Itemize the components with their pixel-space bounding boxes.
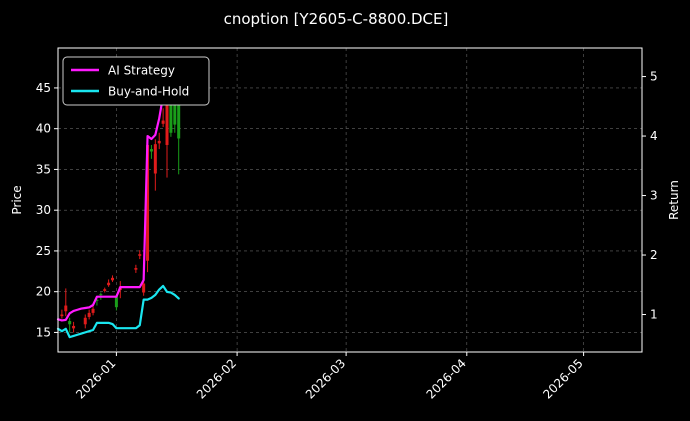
candle-body — [153, 144, 157, 174]
candle-body — [87, 312, 91, 317]
candle-body — [146, 144, 150, 261]
candle-body — [99, 294, 103, 296]
y-tick-label-right: 2 — [650, 248, 658, 262]
y-axis-label-left: Price — [10, 185, 24, 214]
y-tick-label-right: 3 — [650, 189, 658, 203]
candle-body — [95, 299, 99, 301]
series-line-ai-strategy — [56, 63, 180, 322]
legend-box — [62, 56, 210, 106]
candle-body — [157, 140, 161, 144]
candle-body — [169, 79, 173, 133]
candle-body — [64, 305, 68, 312]
candle-body — [134, 268, 138, 270]
return-lines — [56, 63, 180, 339]
legend: AI Strategy Buy-and-Hold — [62, 56, 210, 106]
chart-title: cnoption [Y2605-C-8800.DCE] — [224, 10, 449, 28]
candle-body — [68, 321, 72, 325]
y-tick-label-left: 35 — [36, 162, 51, 176]
candle-body — [72, 325, 76, 329]
legend-label-buy-and-hold: Buy-and-Hold — [108, 85, 189, 99]
candle-body — [114, 296, 118, 308]
candle-body — [138, 254, 142, 256]
candle-body — [107, 282, 111, 286]
candle-body — [91, 308, 95, 313]
y-tick-label-left: 20 — [36, 285, 51, 299]
candle-body — [83, 317, 87, 325]
y-tick-label-right: 5 — [650, 70, 658, 84]
plot-frame — [57, 47, 643, 353]
candle-body — [173, 92, 177, 125]
candle-body — [165, 87, 169, 145]
y-axis-label-right: Return — [667, 180, 681, 220]
y-tick-label-right: 1 — [650, 308, 658, 322]
candle-body — [177, 73, 181, 139]
candle-body — [111, 277, 115, 281]
candle-body — [161, 120, 165, 124]
y-tick-label-left: 45 — [36, 81, 51, 95]
candle-body — [60, 314, 64, 317]
candle-body — [103, 289, 107, 291]
y-tick-label-left: 25 — [36, 244, 51, 258]
y-tick-label-left: 15 — [36, 325, 51, 339]
grid — [58, 48, 642, 352]
candle-body — [149, 149, 153, 152]
y-tick-label-left: 30 — [36, 203, 51, 217]
legend-label-ai-strategy: AI Strategy — [108, 64, 175, 78]
y-tick-label-right: 4 — [650, 129, 658, 143]
y-tick-label-left: 40 — [36, 122, 51, 136]
series-line-buy-and-hold — [56, 284, 180, 339]
candle-body — [142, 283, 146, 293]
